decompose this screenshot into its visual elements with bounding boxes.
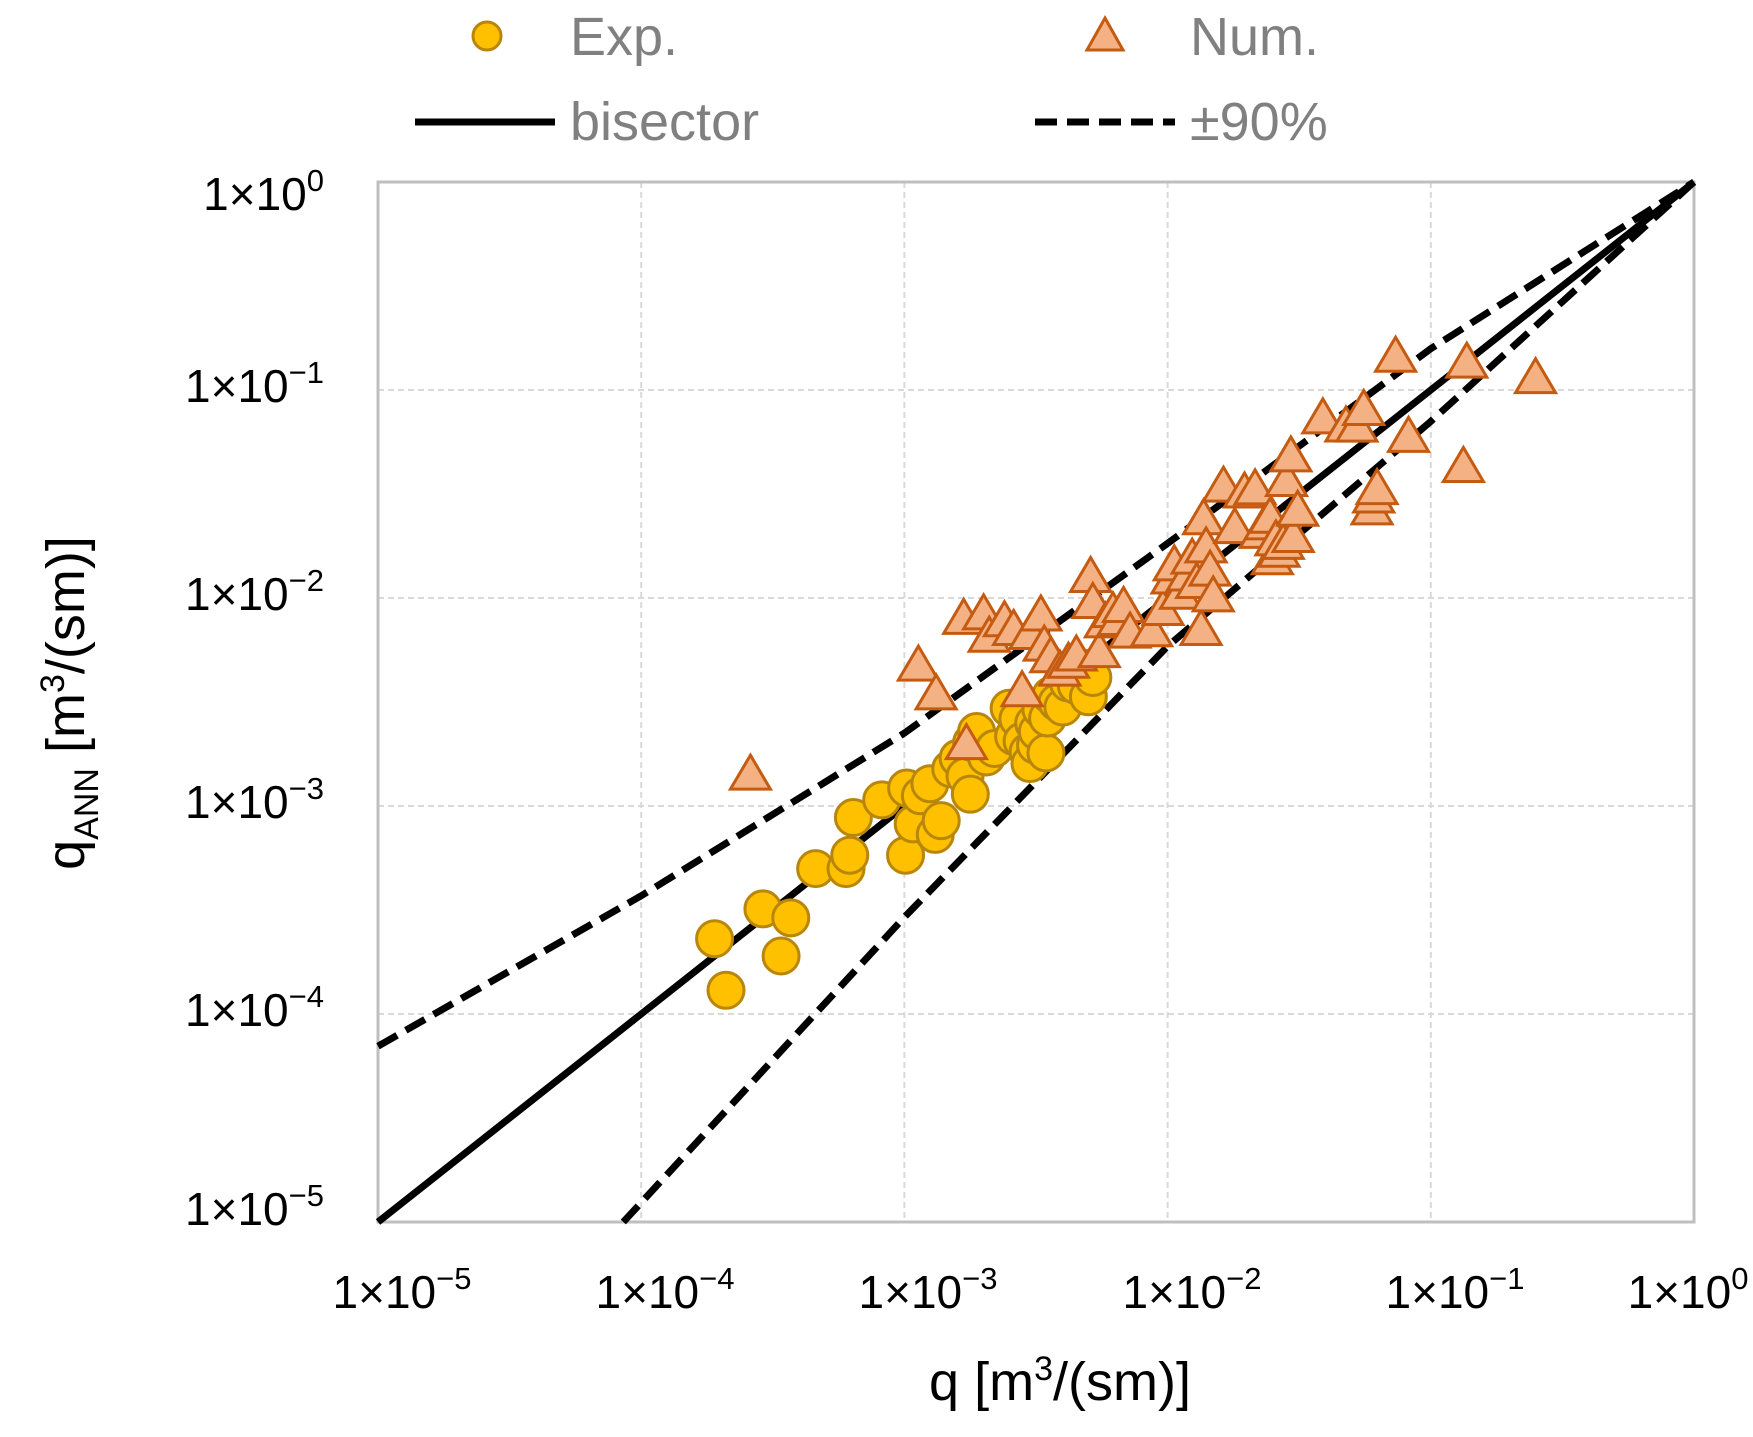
num-point	[913, 671, 959, 711]
exp-point	[695, 919, 735, 959]
num-point	[1444, 340, 1490, 379]
num-point	[1212, 505, 1258, 545]
legend: Exp. Num. bisector ±90%	[415, 7, 1328, 152]
legend-bisector-label: bisector	[570, 92, 759, 152]
legend-exp-marker	[471, 20, 503, 52]
y-tick-labels: 1×10−5 1×10−4 1×10−3 1×10−2 1×10−1 1×100	[185, 163, 324, 1235]
x-tick-label: 1×10−5	[333, 1261, 472, 1318]
num-point	[1385, 414, 1432, 453]
num-point	[1354, 466, 1400, 506]
num-point	[1372, 334, 1419, 373]
x-tick-label: 1×10−4	[596, 1261, 735, 1318]
exp-point	[830, 835, 870, 875]
legend-num-marker	[1084, 14, 1126, 52]
legend-band-label: ±90%	[1190, 92, 1328, 152]
y-axis-title: qANN [m3/(sm)]	[34, 536, 106, 870]
num-point	[1129, 608, 1175, 648]
x-tick-label: 1×10−1	[1386, 1261, 1525, 1318]
num-point	[1440, 444, 1487, 483]
exp-point	[761, 936, 801, 976]
series-layer	[695, 334, 1559, 1010]
x-tick-label: 1×10−3	[859, 1261, 998, 1318]
exp-point	[771, 898, 811, 938]
exp-point	[706, 970, 746, 1010]
x-axis-title: q [m3/(sm)]	[929, 1350, 1191, 1412]
num-point	[1263, 458, 1310, 497]
x-tick-labels: 1×10−5 1×10−4 1×10−3 1×10−2 1×10−1 1×100	[333, 1261, 1749, 1318]
num-point	[895, 643, 941, 682]
exp-point	[950, 774, 990, 814]
num-point	[1268, 433, 1314, 473]
num-point	[1178, 607, 1224, 646]
num-point	[1512, 355, 1559, 395]
num-point	[727, 752, 774, 791]
exp-point	[921, 801, 961, 841]
lower-90-line	[620, 179, 1697, 1225]
y-tick-label: 1×10−3	[185, 771, 324, 828]
y-tick-label: 1×100	[203, 163, 324, 220]
num-point	[1270, 514, 1316, 554]
num-point	[999, 668, 1045, 708]
num-point	[1190, 573, 1236, 613]
num-point	[1275, 488, 1321, 527]
num-point	[1018, 592, 1064, 632]
num-point	[943, 721, 990, 761]
num-point	[1300, 395, 1346, 435]
legend-num-label: Num.	[1190, 7, 1319, 67]
x-tick-label: 1×10−2	[1123, 1261, 1262, 1318]
y-tick-label: 1×10−1	[185, 355, 324, 412]
legend-exp-label: Exp.	[570, 7, 678, 67]
x-tick-label: 1×100	[1628, 1261, 1749, 1318]
num-point	[1076, 629, 1122, 669]
plot-area-border	[376, 180, 1696, 1224]
y-tick-label: 1×10−5	[185, 1178, 324, 1235]
num-point	[1341, 387, 1387, 426]
y-tick-label: 1×10−2	[185, 563, 324, 620]
exp-point	[833, 798, 873, 838]
exp-point	[1026, 733, 1066, 773]
y-tick-label: 1×10−4	[185, 979, 324, 1036]
grid	[378, 182, 1694, 1222]
